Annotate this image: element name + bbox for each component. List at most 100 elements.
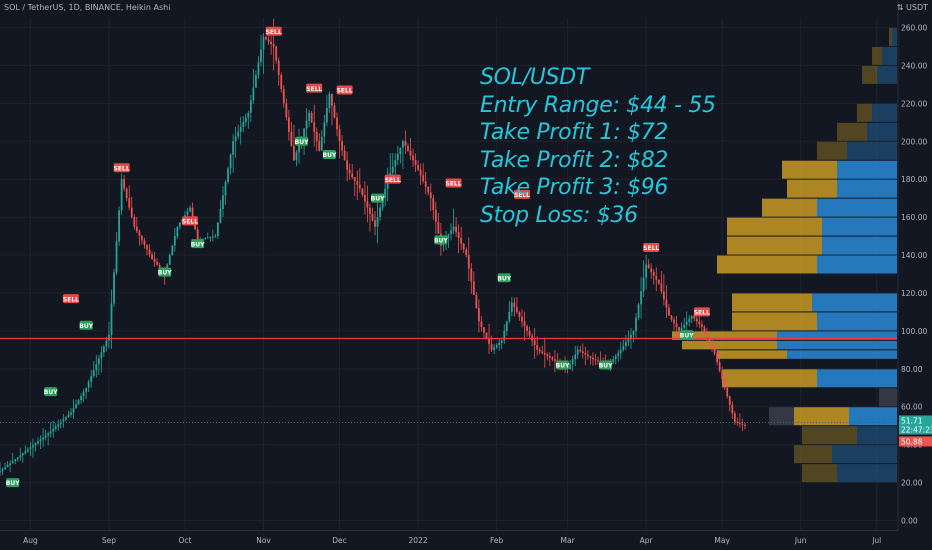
- candle-body: [320, 136, 323, 151]
- sell-signal-badge: [445, 178, 462, 188]
- candle-body: [695, 318, 698, 322]
- candle-body: [315, 131, 318, 142]
- candle-body: [574, 354, 577, 360]
- candle-body: [510, 302, 513, 312]
- candle-body: [657, 279, 660, 284]
- time-axis-tick-label: Oct: [178, 536, 191, 545]
- candle-body: [189, 207, 191, 212]
- volume-profile-buy-bar: [877, 65, 897, 84]
- candle-body: [713, 348, 716, 354]
- candle-body: [386, 179, 389, 189]
- candle-body: [97, 358, 100, 365]
- volume-profile-buy-bar: [822, 217, 897, 236]
- candle-body: [100, 352, 103, 359]
- candle-body: [533, 340, 536, 346]
- candle-body: [475, 294, 478, 309]
- buy-signal-badge: [295, 136, 309, 146]
- volume-profile-sell-bar: [682, 340, 777, 350]
- candle-body: [358, 184, 361, 189]
- candle-body: [305, 120, 308, 129]
- buy-signal-label: BUY: [79, 323, 93, 330]
- volume-profile-buy-bar: [787, 350, 897, 359]
- volume-profile-sell-bar: [722, 369, 817, 388]
- time-axis-tick-label: Feb: [490, 536, 504, 545]
- currency-selector[interactable]: ⇅ USDT: [897, 3, 928, 12]
- candle-body: [521, 316, 523, 322]
- price-axis-tick-label: 0.00: [901, 517, 918, 526]
- candle-body: [412, 155, 414, 161]
- candle-body: [227, 168, 229, 182]
- sell-signal-label: SELL: [385, 177, 401, 184]
- candle-body: [642, 277, 645, 292]
- candle-body: [348, 169, 351, 174]
- candle-body: [569, 364, 572, 369]
- candle-body: [77, 400, 80, 405]
- candle-body: [123, 179, 126, 189]
- volume-profile-buy-bar: [817, 255, 897, 274]
- candle-body: [485, 332, 488, 339]
- candle-body: [637, 304, 640, 318]
- currency-label: USDT: [906, 3, 928, 12]
- candle-body: [685, 321, 688, 325]
- candle-body: [90, 375, 93, 382]
- candle-body: [87, 381, 90, 388]
- volume-profile-buy-bar: [817, 312, 897, 331]
- candle-body: [42, 437, 44, 440]
- candle-body: [427, 186, 430, 193]
- candle-body: [214, 236, 217, 238]
- sell-signal-badge: [182, 216, 199, 226]
- candle-body: [592, 357, 594, 360]
- candle-body: [204, 238, 207, 240]
- candle-body: [508, 311, 511, 322]
- time-axis-tick-label: Sep: [102, 536, 116, 545]
- candle-body: [731, 404, 734, 414]
- candle-body: [688, 318, 691, 322]
- candle-body: [728, 396, 731, 405]
- annotation-line: Take Profit 3: $96: [480, 175, 669, 200]
- volume-profile-buy-bar: [817, 369, 897, 388]
- candle-body: [303, 128, 305, 137]
- time-axis-tick-label: Jul: [871, 536, 881, 545]
- volume-profile-buy-bar: [777, 331, 897, 340]
- candle-body: [270, 41, 273, 45]
- candle-body: [668, 307, 670, 316]
- sell-signal-label: SELL: [694, 310, 710, 317]
- candle-body: [680, 327, 683, 331]
- candle-body: [341, 141, 343, 151]
- buy-signal-label: BUY: [191, 241, 205, 248]
- candle-body: [526, 326, 528, 331]
- candle-body: [369, 207, 371, 214]
- candle-body: [234, 136, 237, 142]
- candle-body: [21, 453, 24, 456]
- candle-body: [252, 87, 255, 101]
- candle-body: [402, 141, 404, 148]
- candle-body: [206, 237, 209, 239]
- candle-body: [733, 413, 736, 422]
- buy-signal-badge: [6, 478, 20, 488]
- annotation-line: Take Profit 2: $82: [480, 147, 669, 173]
- candle-body: [257, 62, 260, 75]
- candle-body: [452, 226, 455, 231]
- volume-profile-sell-bar: [889, 27, 892, 46]
- candle-body: [490, 344, 493, 350]
- trade-annotation: SOL/USDT Entry Range: $44 - 55 Take Prof…: [480, 64, 716, 229]
- sell-signal-badge: [643, 242, 660, 252]
- sell-signal-badge: [306, 83, 323, 93]
- candle-body: [308, 112, 311, 121]
- candle-body: [708, 337, 711, 344]
- candle-body: [262, 36, 265, 50]
- candle-body: [133, 217, 136, 227]
- price-axis-tick-label: 60.00: [901, 403, 923, 412]
- last-price-tag-bg: [899, 415, 932, 426]
- candle-body: [196, 229, 199, 240]
- candle-body: [130, 207, 133, 218]
- candle-body: [424, 181, 427, 187]
- candle-body: [9, 463, 12, 466]
- annotation-line: Entry Range: $44 - 55: [480, 92, 716, 118]
- candle-body: [331, 93, 333, 106]
- candle-body: [29, 447, 32, 450]
- candle-body: [673, 319, 675, 324]
- time-axis-tick-label: Dec: [332, 536, 347, 545]
- candle-body: [110, 303, 113, 335]
